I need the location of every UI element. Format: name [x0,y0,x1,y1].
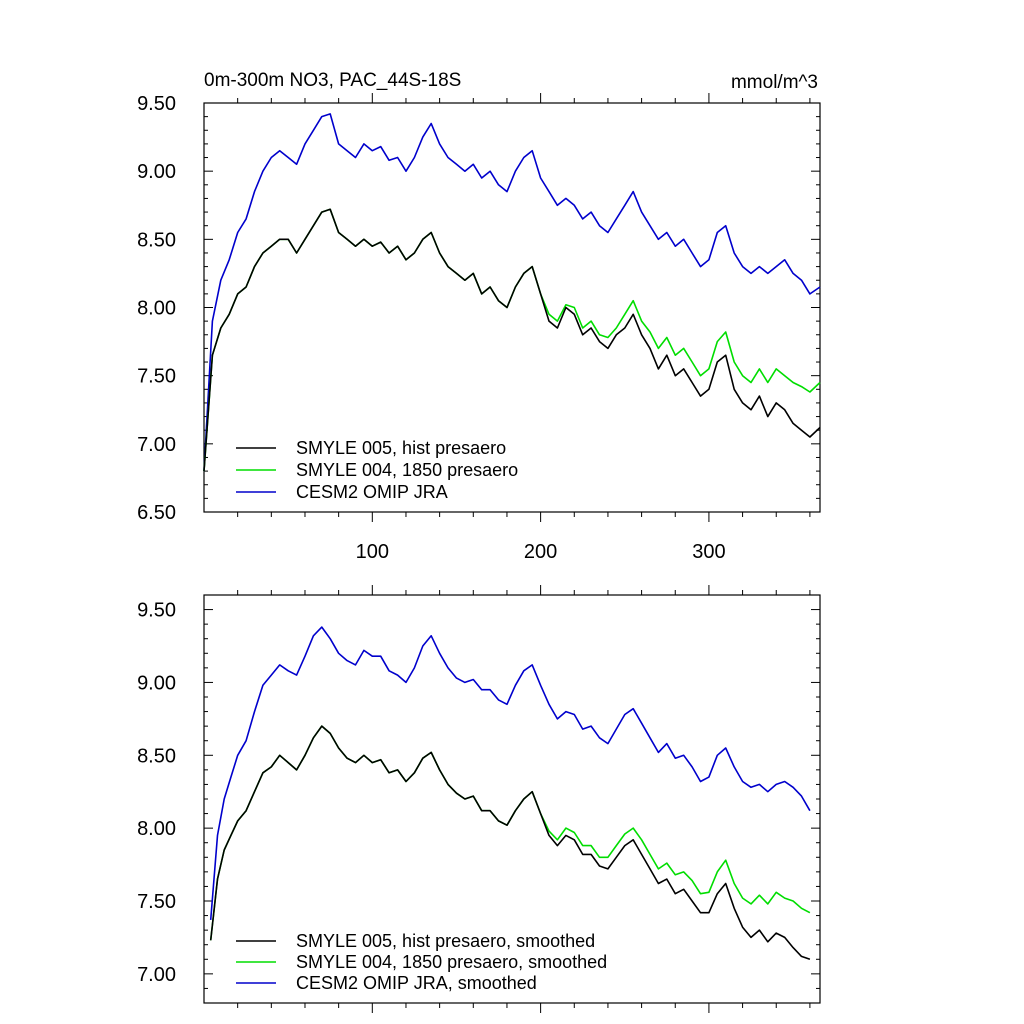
panel-smoothed: 7.00 7.50 8.00 8.50 9.00 9.50 SMYLE 005, hist … [137,585,821,1013]
x-tick-label: 200 [524,541,557,563]
y-tick-label: 7.00 [137,964,176,986]
series-line [209,725,811,941]
units-label: mmol/m^3 [731,72,818,93]
y-tick-label: 6.50 [137,502,176,524]
y-tick-label: 8.00 [137,298,176,320]
y-tick-label: 7.50 [137,891,176,913]
legend-label: SMYLE 004, 1850 presaero [296,460,518,480]
x-tick-label: 100 [356,541,389,563]
y-tick-label: 9.00 [137,161,176,183]
x-tick-label: 300 [692,541,725,563]
series-line [209,725,811,961]
y-tick-label: 8.50 [137,745,176,767]
series-line [203,208,821,472]
legend-label: CESM2 OMIP JRA, smoothed [296,973,537,993]
series-line [209,626,811,920]
legend-label: SMYLE 005, hist presaero, smoothed [296,931,595,951]
series-line [203,113,821,472]
y-tick-label: 8.00 [137,818,176,840]
y-tick-label: 9.50 [137,93,176,115]
series-line [203,208,821,472]
chart-title: 0m-300m NO3, PAC_44S-18S [204,70,461,91]
y-tick-label: 7.00 [137,434,176,456]
y-tick-label: 9.50 [137,600,176,622]
panel-raw: 0m-300m NO3, PAC_44S-18S mmol/m^3 6.50 7.… [137,70,821,563]
y-tick-label: 9.00 [137,672,176,694]
legend-label: SMYLE 005, hist presaero [296,438,506,458]
legend-label: SMYLE 004, 1850 presaero, smoothed [296,952,607,972]
y-tick-label: 8.50 [137,229,176,251]
legend-label: CESM2 OMIP JRA [296,482,448,502]
y-tick-label: 7.50 [137,366,176,388]
